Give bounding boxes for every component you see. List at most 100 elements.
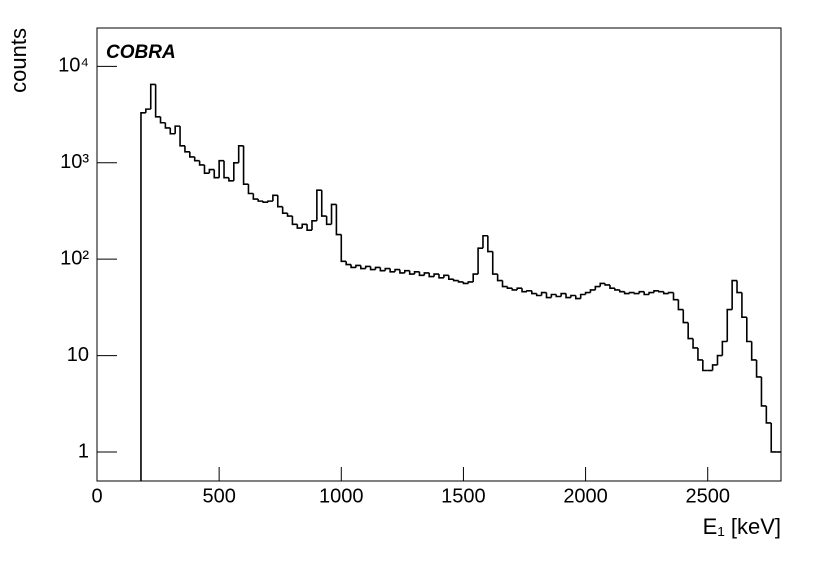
histogram-bin: [379, 267, 386, 272]
histogram-bin: [399, 269, 405, 274]
histogram-bin: [179, 126, 185, 147]
histogram-bin: [589, 289, 596, 293]
y-tick-label: 10³: [60, 151, 89, 173]
histogram-bin: [702, 359, 708, 372]
histogram-bin: [477, 247, 483, 275]
histogram-bin: [614, 288, 620, 291]
y-tick-label: 10²: [60, 247, 89, 269]
histogram-bin: [360, 265, 366, 270]
histogram-bin: [350, 264, 356, 269]
histogram-bin: [697, 347, 703, 361]
histogram-bin: [291, 216, 298, 226]
histogram-bin: [746, 317, 752, 343]
histogram-bin: [423, 272, 430, 276]
histogram-bin: [648, 291, 654, 295]
histogram-bin: [369, 266, 376, 271]
histogram-bin: [765, 405, 772, 424]
histogram-bin: [726, 308, 733, 342]
histogram-bin: [433, 273, 439, 277]
histogram-bin: [560, 292, 567, 297]
histogram-bin: [716, 354, 723, 365]
histogram-bin: [296, 224, 303, 229]
histogram-bin: [721, 340, 728, 356]
histogram-bin: [340, 234, 347, 263]
histogram-bin: [618, 289, 625, 293]
histogram-bin: [741, 292, 747, 319]
histogram-bin: [594, 285, 601, 290]
x-tick-label: 1000: [319, 485, 364, 507]
histogram-bin: [687, 322, 694, 340]
histogram-bin: [316, 189, 322, 221]
histogram-bin: [770, 422, 777, 453]
histogram-bin: [555, 294, 562, 298]
histogram-bin: [731, 279, 738, 310]
histogram-bin: [623, 291, 630, 295]
histogram-bin: [184, 145, 190, 153]
histogram-bin: [193, 156, 200, 162]
histogram-bin: [462, 281, 469, 285]
histogram-bin: [540, 291, 547, 296]
histogram-bin: [384, 267, 391, 271]
histogram-bin: [355, 264, 361, 268]
histogram-bin: [413, 270, 420, 275]
histogram-bin: [609, 284, 615, 289]
histogram-bin: [531, 290, 537, 295]
x-tick-label: 0: [91, 485, 102, 507]
histogram-bin: [638, 290, 645, 294]
histogram-bin: [242, 145, 249, 185]
histogram-bin: [345, 261, 352, 266]
histogram-bin: [682, 309, 689, 324]
histogram-bin: [599, 282, 606, 287]
histogram-bin: [662, 291, 669, 295]
y-tick-label: 10: [67, 344, 89, 366]
histogram-bin: [472, 273, 479, 282]
histogram-bin: [154, 84, 161, 118]
histogram-bin: [452, 279, 459, 282]
histogram-bin: [237, 144, 244, 163]
histogram-bin: [311, 220, 317, 231]
histogram-bin: [511, 288, 518, 291]
histogram-bin: [364, 265, 371, 269]
histogram-bin: [760, 376, 767, 407]
histogram-bin: [228, 177, 234, 182]
histogram-bin: [457, 280, 464, 283]
histogram-bin: [633, 292, 640, 295]
histogram-bin: [447, 275, 454, 280]
y-tick-label: 1: [78, 440, 89, 462]
histogram-bin: [482, 234, 488, 249]
histogram-bin: [189, 151, 195, 158]
histogram-bin: [491, 251, 498, 275]
histogram-bin: [394, 268, 400, 272]
histogram-bin: [174, 125, 181, 134]
histogram-bin: [198, 160, 205, 166]
histogram-bin: [487, 235, 493, 253]
histogram-bin: [203, 164, 210, 174]
x-tick-label: 2500: [685, 485, 730, 507]
histogram-bin: [692, 338, 698, 349]
histogram-bin: [140, 111, 146, 481]
histogram-bin: [213, 169, 220, 179]
histogram-bin: [550, 293, 557, 298]
x-tick-label: 1500: [441, 485, 486, 507]
histogram-bin: [604, 283, 610, 286]
histogram-bin: [233, 161, 239, 181]
histogram-bin: [330, 203, 337, 225]
histogram-bin: [306, 224, 312, 231]
histogram-bin: [408, 270, 415, 275]
histogram-bin: [428, 272, 435, 278]
histogram-bin: [389, 268, 396, 273]
histogram-bin: [755, 359, 762, 378]
histogram-bin: [535, 293, 542, 297]
annotation: COBRA: [106, 42, 176, 63]
histogram-bin: [443, 274, 449, 278]
histogram-bin: [677, 299, 684, 311]
histogram-bin: [501, 280, 508, 288]
histogram-bin: [575, 295, 581, 300]
histogram-bin: [257, 199, 264, 202]
x-tick-label: 2000: [563, 485, 608, 507]
histogram-bin: [164, 122, 171, 129]
histogram-bin: [565, 293, 571, 299]
histogram-bin: [653, 289, 659, 293]
histogram-bin: [218, 159, 225, 178]
histogram-bin: [223, 160, 229, 179]
